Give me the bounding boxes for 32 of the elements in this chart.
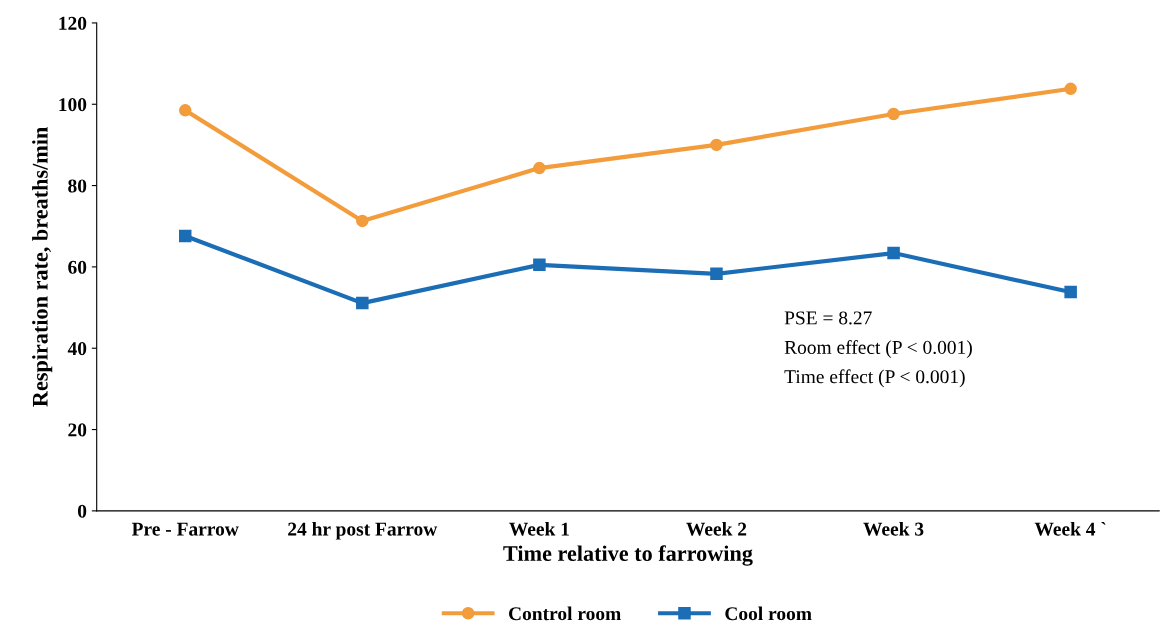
point xyxy=(1064,82,1077,96)
x-tick-label: Pre - Farrow xyxy=(131,522,239,536)
y-tick-label: 80 xyxy=(68,179,87,193)
y-tick-label: 100 xyxy=(59,98,87,112)
x-tick-label: Week 2 xyxy=(686,521,747,536)
legend-label: Control room xyxy=(508,606,621,621)
point xyxy=(710,138,723,152)
point xyxy=(533,258,546,272)
point xyxy=(533,161,546,175)
x-tick-label: Week 3 xyxy=(863,521,924,536)
x-axis-title: Time relative to farrowing xyxy=(503,545,753,566)
point xyxy=(178,104,192,117)
point xyxy=(356,296,369,310)
y-tick-label: 60 xyxy=(68,260,87,274)
legend-label: Cool room xyxy=(725,606,812,621)
x-tick-label: 24 hr post Farrow xyxy=(288,521,438,540)
point xyxy=(887,107,900,121)
x-tick-label: Week 4 ` xyxy=(1034,521,1106,536)
point xyxy=(178,229,192,243)
point xyxy=(887,246,900,260)
x-tick-label: Week 1 xyxy=(509,521,569,536)
y-tick-label: 20 xyxy=(68,423,87,437)
y-tick-label: 0 xyxy=(77,504,87,518)
y-axis-title: Respiration rate, breaths/min xyxy=(32,127,53,407)
annotation: PSE = 8.27 xyxy=(784,311,872,325)
point xyxy=(356,214,369,228)
point xyxy=(1064,285,1077,299)
point xyxy=(710,267,723,281)
annotation: Time effect (P < 0.001) xyxy=(784,369,965,388)
y-tick-label: 40 xyxy=(67,342,87,356)
y-tick-label: 120 xyxy=(59,16,87,30)
annotation: Room effect (P < 0.001) xyxy=(784,340,972,358)
